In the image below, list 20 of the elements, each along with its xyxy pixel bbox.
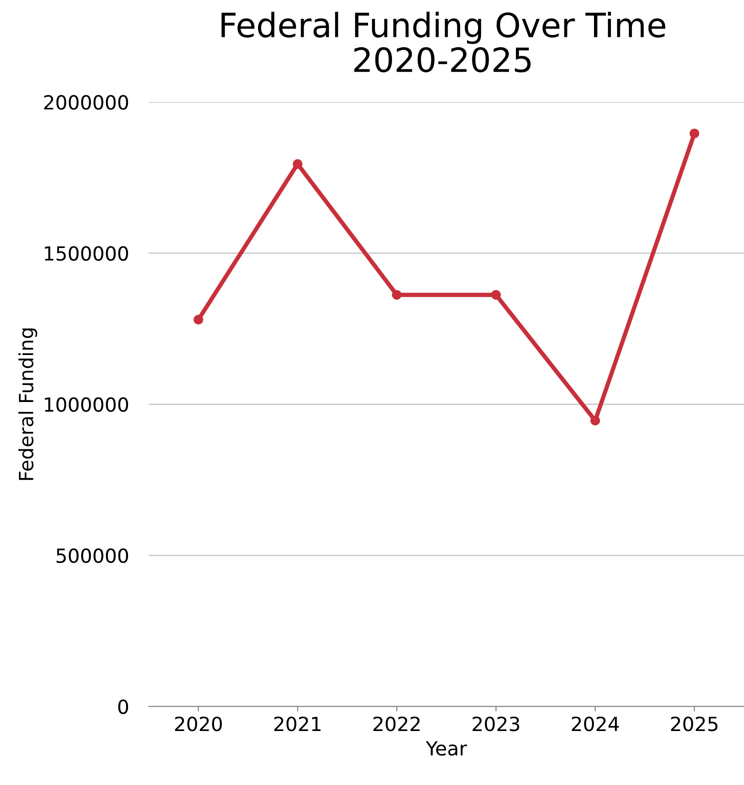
- y-tick-label: 1500000: [44, 246, 128, 261]
- point: [292, 159, 302, 169]
- point: [194, 314, 204, 325]
- x-tick-label: 2020: [175, 716, 222, 732]
- x-tick-label: 2021: [274, 716, 321, 732]
- x-tick-label: 2025: [671, 716, 718, 732]
- point: [690, 128, 700, 138]
- y-tick-label: 500000: [56, 548, 128, 564]
- point: [392, 290, 402, 300]
- x-tick-label: 2023: [472, 716, 520, 732]
- chart-title: Federal Funding Over Time 2020-2025: [222, 12, 666, 72]
- y-tick-label: 0: [118, 699, 128, 714]
- point: [491, 290, 501, 300]
- y-tick-label: 2000000: [44, 95, 128, 110]
- point: [590, 416, 600, 426]
- x-tick-label: 2022: [373, 716, 420, 732]
- y-tick-label: 1000000: [44, 397, 128, 412]
- y-axis-title: Federal Funding: [18, 328, 38, 480]
- x-tick-label: 2024: [572, 716, 619, 732]
- x-axis-title: Year: [426, 741, 467, 756]
